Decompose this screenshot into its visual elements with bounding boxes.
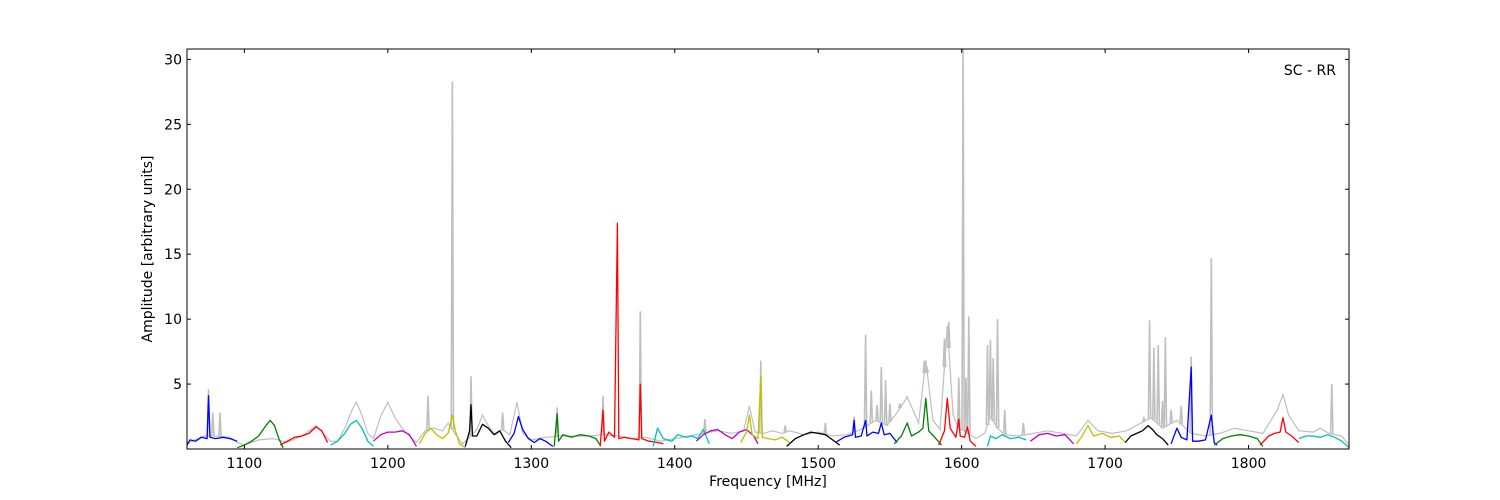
raw-spectrum-spike [1152, 347, 1156, 421]
segment-line [236, 419, 284, 449]
raw-spectrum-spike [1209, 258, 1214, 436]
raw-spectrum-spike [1329, 384, 1334, 435]
segment-line [186, 395, 238, 446]
raw-spectrum-spike [500, 412, 505, 430]
segment-line [893, 397, 943, 446]
raw-spectrum-spike [823, 422, 828, 435]
segment-line [786, 431, 841, 447]
segment-line [1124, 424, 1169, 446]
raw-spectrum-spike [925, 365, 930, 373]
raw-spectrum-spike [1163, 337, 1168, 427]
fitted-segments [186, 222, 1350, 449]
x-tick-label: 1800 [1231, 456, 1267, 472]
segment-line [418, 414, 466, 449]
y-tick-label: 20 [164, 182, 182, 198]
raw-spectrum-spike [946, 321, 951, 349]
x-axis-label: Frequency [MHz] [709, 474, 827, 490]
y-tick-label: 10 [164, 312, 182, 328]
x-tick-label: 1100 [227, 456, 263, 472]
x-tick-label: 1500 [800, 456, 836, 472]
raw-spectrum-spike [966, 316, 971, 435]
raw-spectrum-spike [961, 48, 966, 431]
segment-line [695, 428, 759, 445]
segment-line [835, 419, 898, 444]
raw-spectrum-spike [898, 403, 902, 409]
raw-spectrum-spike [450, 81, 455, 430]
raw-spectrum-spike [879, 367, 884, 424]
raw-spectrum-spike [922, 360, 927, 374]
raw-spectrum [186, 48, 1350, 446]
raw-spectrum-spike [1147, 320, 1152, 419]
segment-line [986, 434, 1027, 447]
y-tick-label: 30 [164, 52, 182, 68]
segment-line [652, 427, 710, 447]
raw-spectrum-spike [1160, 400, 1165, 429]
raw-spectrum-spike [863, 334, 868, 427]
x-tick-label: 1700 [1087, 456, 1123, 472]
segment-line [1075, 424, 1126, 445]
segment-line [373, 430, 418, 447]
segment-line [1298, 434, 1350, 449]
x-tick-label: 1300 [513, 456, 549, 472]
y-tick-label: 25 [164, 117, 182, 133]
segment-line [279, 426, 329, 446]
segment-line [1030, 432, 1075, 445]
raw-spectrum-spike [1002, 409, 1007, 435]
segment-line [938, 397, 977, 447]
y-axis-label: Amplitude [arbitrary units] [140, 156, 156, 343]
raw-spectrum-spike [988, 339, 993, 417]
raw-spectrum-spike [1141, 415, 1146, 422]
x-axis-ticks: 1100 1200 1300 1400 1500 1600 1700 1800 [227, 49, 1267, 472]
raw-spectrum-spike [210, 412, 215, 437]
raw-spectrum-spike [985, 345, 990, 426]
raw-spectrum-spike [1179, 406, 1184, 425]
y-tick-label: 15 [164, 247, 182, 263]
raw-spectrum-spike [991, 358, 996, 422]
raw-spectrum-spike [869, 390, 874, 424]
x-tick-label: 1200 [370, 456, 406, 472]
raw-spectrum-spike [783, 425, 788, 433]
raw-spectrum-spike [426, 395, 430, 431]
chart-annotation: SC - RR [1284, 63, 1336, 79]
raw-spectrum-spike [964, 377, 968, 433]
segment-line [464, 404, 512, 449]
raw-spectrum-spike [995, 319, 1000, 429]
raw-spectrum-spike [1169, 409, 1174, 424]
segment-line [1213, 434, 1264, 447]
x-tick-label: 1400 [657, 456, 693, 472]
raw-spectrum-spike [956, 377, 961, 429]
segment-line [599, 222, 664, 447]
segment-line [507, 415, 554, 447]
segment-line [1259, 417, 1300, 446]
raw-spectrum-spike [883, 380, 888, 426]
raw-spectrum-spike [1021, 422, 1026, 436]
segment-line [330, 419, 374, 447]
segment-line [1170, 366, 1218, 446]
y-axis-ticks: 5 10 15 20 25 30 [164, 52, 1349, 393]
y-tick-label: 5 [173, 377, 182, 393]
raw-spectrum-spike [1156, 345, 1161, 425]
x-tick-label: 1600 [944, 456, 980, 472]
raw-spectrum-spike [702, 419, 707, 434]
raw-spectrum-spike [218, 412, 222, 437]
raw-spectrum-spike [875, 404, 879, 422]
raw-spectrum-spike [942, 338, 947, 368]
segment-line [740, 375, 790, 444]
raw-spectrum-spike [888, 403, 892, 422]
segment-line [553, 413, 601, 447]
plot-frame [186, 48, 1350, 450]
